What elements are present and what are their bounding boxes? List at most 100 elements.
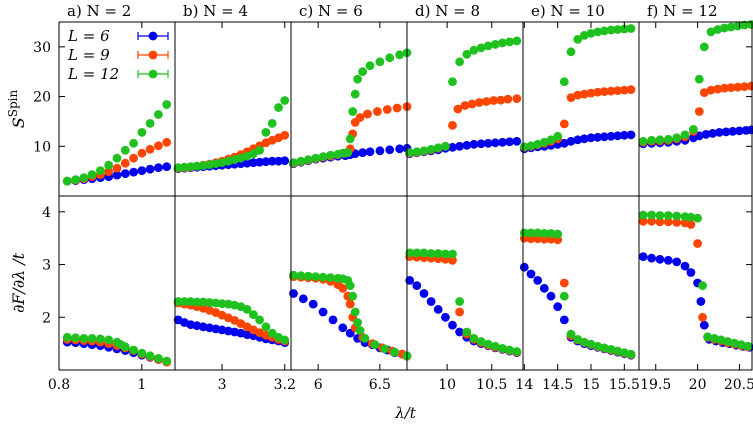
data-point-l6-bottom-panel-5 [519,262,529,272]
data-point-l9-top-panel-5 [586,88,596,98]
data-point-l12-bottom-panel-5 [559,291,569,301]
data-point-l12-top-panel-3 [348,107,358,116]
data-point-l12-top-panel-6 [726,22,736,32]
data-point-l9-top-panel-6 [733,82,743,92]
data-point-l12-bottom-panel-4 [483,339,493,349]
data-point-l12-bottom-panel-6 [655,211,665,220]
x-tick-label: 6 [314,377,323,393]
data-point-l12-bottom-panel-2 [249,310,258,319]
data-point-l9-top-panel-3 [382,105,392,114]
x-tick-label: 15 [582,377,600,393]
data-point-l12-top-panel-2 [173,163,183,173]
data-point-l9-bottom-panel-4 [448,255,457,265]
data-point-l6-bottom-panel-6 [686,268,696,277]
data-point-l6-bottom-panel-5 [539,283,549,293]
data-point-l12-bottom-panel-6 [730,338,739,348]
data-point-l12-top-panel-5 [526,141,536,151]
x-axis-label: λ/t [394,404,417,422]
y-tick-label-bottom: 4 [42,205,51,221]
data-point-l9-top-panel-5 [626,85,636,94]
legend-marker-l12 [148,69,158,79]
data-point-l12-top-panel-5 [613,25,623,34]
data-point-l12-top-panel-5 [579,31,589,40]
data-point-l9-top-panel-1 [145,144,155,154]
data-point-l6-top-panel-6 [735,126,744,136]
data-point-l12-top-panel-4 [441,141,450,151]
data-point-l12-top-panel-1 [120,145,130,155]
data-point-l12-bottom-panel-5 [626,349,636,359]
data-point-l12-top-panel-1 [96,166,105,176]
data-point-l9-top-panel-1 [129,153,139,163]
data-point-l12-top-panel-5 [573,35,583,44]
data-point-l9-top-panel-3 [373,107,382,116]
data-point-l9-bottom-panel-6 [663,217,673,227]
panel-title: f) N = 12 [647,2,718,20]
data-point-l12-bottom-panel-2 [173,297,183,306]
legend-marker-l9 [148,50,158,60]
data-point-l6-bottom-panel-3 [298,294,308,304]
data-point-l12-bottom-panel-5 [553,229,563,239]
data-point-l12-top-panel-3 [326,150,335,160]
data-point-l12-bottom-panel-2 [261,322,271,332]
data-point-l9-bottom-panel-6 [686,220,696,229]
data-point-l12-top-panel-1 [71,175,80,185]
x-tick-label: 19.5 [640,377,671,393]
data-point-l6-top-panel-5 [593,132,603,142]
data-point-l6-top-panel-5 [619,130,629,140]
data-point-l12-top-panel-1 [87,170,97,180]
data-point-l12-top-panel-3 [289,158,298,168]
data-point-l6-top-panel-2 [261,157,271,167]
data-point-l9-top-panel-3 [392,103,402,113]
x-tick-label: 10.5 [476,377,507,393]
x-tick-label: 6.5 [369,377,391,393]
data-point-l6-bottom-panel-5 [546,291,556,301]
x-tick-label: 14.5 [542,377,573,393]
data-point-l12-top-panel-6 [699,42,709,52]
data-point-l12-bottom-panel-6 [698,281,707,290]
legend-label: L = 12 [67,65,119,83]
data-point-l12-bottom-panel-3 [350,307,360,317]
data-point-l12-top-panel-5 [599,26,609,36]
data-point-l12-bottom-panel-6 [686,212,696,222]
data-point-l12-bottom-panel-4 [412,248,422,258]
data-point-l12-bottom-panel-3 [390,347,400,357]
data-point-l12-bottom-panel-4 [426,249,436,258]
bottom-y-axis-label: ∂F/∂λ /t [9,252,28,313]
data-point-l12-bottom-panel-4 [505,345,514,355]
data-point-l12-bottom-panel-1 [62,332,72,342]
data-point-l6-top-panel-1 [112,170,122,180]
data-point-l6-bottom-panel-5 [533,276,543,285]
data-point-l9-bottom-panel-6 [698,312,707,322]
labels: a) N = 2 b) N = 4 c) N = 6 d) N = 8 e) N = 1… [6,2,753,422]
data-point-l12-top-panel-6 [655,135,665,145]
data-point-l12-top-panel-5 [566,47,576,57]
data-point-l12-top-panel-3 [365,61,375,71]
data-point-l12-bottom-panel-1 [137,348,147,358]
data-point-l9-top-panel-5 [573,90,583,100]
panel-title: b) N = 4 [183,2,248,20]
data-point-l12-top-panel-5 [519,142,529,152]
data-point-l9-top-panel-6 [699,88,709,97]
data-point-l6-top-panel-1 [129,167,139,177]
data-point-l12-top-panel-3 [311,153,321,163]
data-point-l6-bottom-panel-4 [426,297,436,306]
data-point-l6-top-panel-5 [559,138,569,148]
data-point-l9-bottom-panel-6 [655,217,665,227]
data-point-l6-top-panel-4 [476,139,486,149]
data-point-l9-top-panel-4 [453,104,463,114]
data-point-l9-top-panel-3 [363,109,372,119]
data-point-l9-bottom-panel-6 [693,239,702,248]
data-point-l6-bottom-panel-6 [699,320,709,330]
data-point-l12-bottom-panel-6 [743,341,753,351]
data-point-l9-top-panel-4 [448,121,457,130]
data-point-l6-top-panel-6 [728,126,738,136]
data-point-l6-top-panel-1 [162,162,172,172]
data-point-l12-bottom-panel-4 [462,327,472,337]
top-y-axis-label: SSpin [6,90,28,129]
data-point-l9-top-panel-5 [566,93,576,102]
data-point-l12-top-panel-1 [112,153,122,163]
data-point-l12-bottom-panel-5 [539,229,549,238]
y-tick-label-top: 10 [33,139,51,155]
data-point-l6-top-panel-5 [586,133,596,143]
